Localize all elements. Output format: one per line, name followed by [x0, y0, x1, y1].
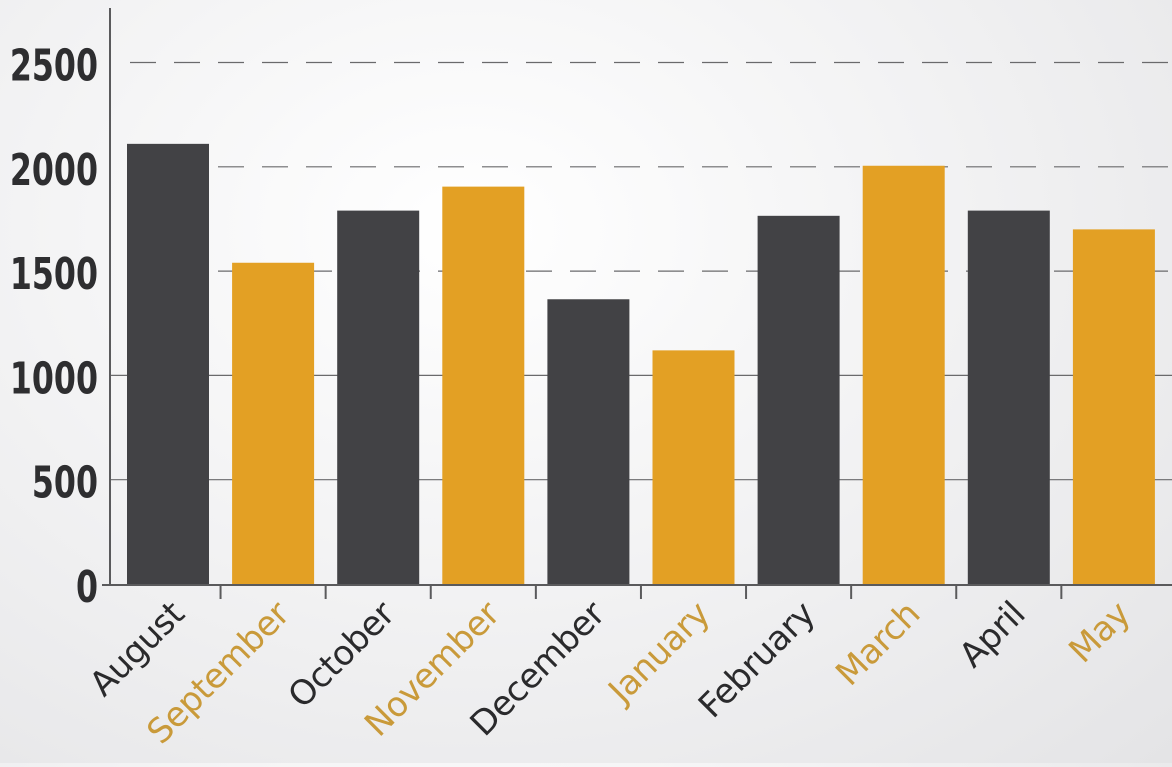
bar-january	[652, 350, 735, 584]
axes	[102, 8, 1172, 599]
y-tick-label-0: 0	[76, 562, 98, 614]
y-tick-label-500: 500	[32, 458, 98, 510]
x-tick-label-march: March	[828, 594, 928, 694]
x-tick-label-april: April	[952, 594, 1033, 675]
bar-august	[127, 143, 209, 584]
bar-december	[547, 299, 630, 584]
y-tick-label-1500: 1500	[10, 249, 98, 301]
bar-september	[232, 262, 315, 584]
y-tick-labels: 0 500 1000 1500 2000 2500	[10, 40, 98, 613]
x-tick-label-february: February	[691, 594, 823, 726]
y-tick-label-2000: 2000	[10, 145, 98, 197]
x-tick-label-may: May	[1061, 594, 1138, 671]
bar-april	[967, 210, 1050, 584]
bars	[127, 143, 1155, 585]
y-tick-label-1000: 1000	[10, 353, 98, 405]
x-tick-labels: AugustSeptemberOctoberNovemberDecemberJa…	[82, 594, 1138, 752]
bar-february	[757, 215, 840, 585]
bar-october	[337, 210, 420, 584]
bar-march	[862, 165, 945, 584]
y-tick-label-2500: 2500	[10, 40, 98, 92]
bar-may	[1072, 229, 1155, 584]
bar-november	[442, 186, 525, 584]
